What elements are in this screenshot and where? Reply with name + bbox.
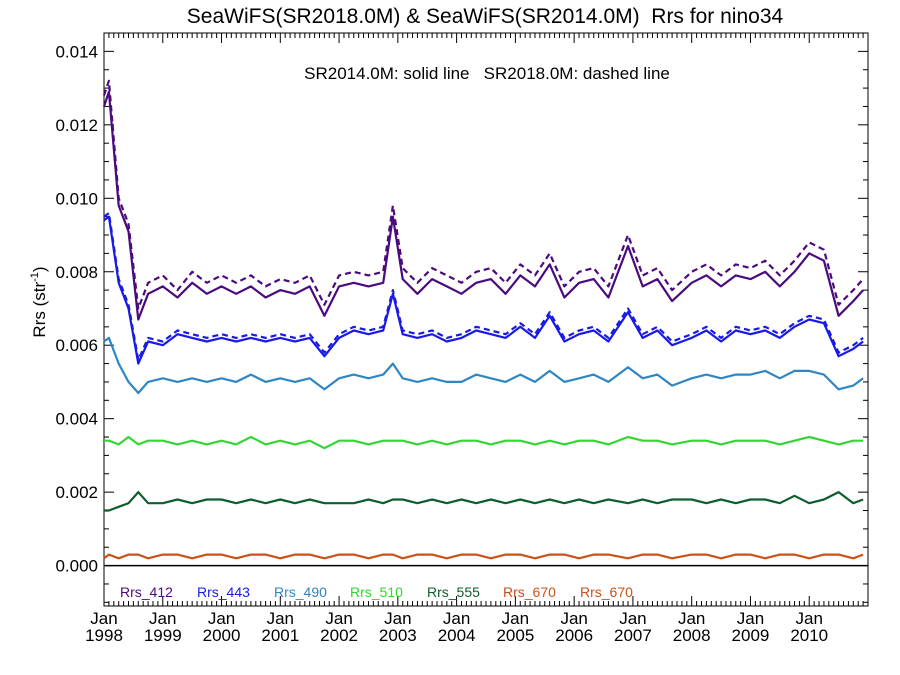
- legend-entry: Rrs_443: [197, 584, 250, 600]
- x-tick-label-month: Jan: [443, 609, 470, 628]
- x-tick-label-month: Jan: [208, 609, 235, 628]
- series-line-rrs-443-sr2014: [103, 215, 864, 365]
- x-tick-label-year: 2002: [320, 626, 358, 645]
- x-tick-label-year: 2007: [614, 626, 652, 645]
- y-axis-label-superscript: -1: [29, 272, 41, 282]
- x-tick-label-year: 1999: [144, 626, 182, 645]
- y-tick-label: 0.006: [55, 336, 98, 355]
- x-tick-label-year: 2004: [438, 626, 476, 645]
- x-tick-label-month: Jan: [325, 609, 352, 628]
- x-tick-label-month: Jan: [149, 609, 176, 628]
- x-tick-label-year: 2009: [732, 626, 770, 645]
- x-tick-label-month: Jan: [737, 609, 764, 628]
- y-axis-label-close: ): [30, 266, 49, 272]
- x-tick-label-year: 2003: [379, 626, 417, 645]
- x-tick-label-year: 2001: [261, 626, 299, 645]
- x-tick-label-year: 2010: [790, 626, 828, 645]
- y-axis-label-text: Rrs (str: [30, 282, 49, 338]
- line-style-note: SR2014.0M: solid line SR2018.0M: dashed …: [304, 64, 670, 83]
- legend-entry: Rrs_490: [274, 584, 327, 600]
- x-tick-label-month: Jan: [560, 609, 587, 628]
- series-line-rrs-670-sr2014: [103, 553, 864, 560]
- x-tick-label-year: 2008: [673, 626, 711, 645]
- x-tick-label-year: 1998: [85, 626, 123, 645]
- legend-entry: Rrs_670: [503, 584, 556, 600]
- x-tick-label-month: Jan: [619, 609, 646, 628]
- x-tick-label-month: Jan: [502, 609, 529, 628]
- legend-entry: Rrs_412: [120, 584, 173, 600]
- legend-entry: Rrs_670: [580, 584, 633, 600]
- x-tick-label-year: 2005: [496, 626, 534, 645]
- y-tick-label: 0.010: [55, 189, 98, 208]
- legend-entry: Rrs_510: [350, 584, 403, 600]
- y-tick-label: 0.002: [55, 483, 98, 502]
- y-tick-label: 0.008: [55, 263, 98, 282]
- chart-title: SeaWiFS(SR2018.0M) & SeaWiFS(SR2014.0M) …: [187, 5, 784, 28]
- y-tick-label: 0.014: [55, 42, 98, 61]
- x-tick-label-month: Jan: [267, 609, 294, 628]
- series-line-rrs-412-sr2014: [102, 90, 864, 321]
- series-line-rrs-510-sr2014: [104, 435, 864, 450]
- plot-area: 0.000 0.002 0.004 0.006 0.008 0.010 0.012 0.014…: [55, 32, 869, 645]
- x-tick-label-year: 2000: [203, 626, 241, 645]
- x-tick-label-month: Jan: [796, 609, 823, 628]
- x-tick-label-month: Jan: [678, 609, 705, 628]
- series-line-rrs-412-sr2018: [102, 79, 864, 310]
- x-tick-label-year: 2006: [555, 626, 593, 645]
- x-tick-label-month: Jan: [384, 609, 411, 628]
- plot-frame: [103, 32, 869, 607]
- series-line-rrs-443-sr2018: [103, 211, 864, 361]
- x-tick-label-month: Jan: [90, 609, 117, 628]
- series-line-rrs-490-sr2014: [103, 336, 864, 395]
- y-axis-label: Rrs (str-1): [29, 266, 49, 337]
- y-tick-label: 0.012: [55, 116, 98, 135]
- y-tick-label: 0.004: [55, 410, 98, 429]
- series-line-rrs-555-sr2014: [104, 491, 864, 512]
- y-tick-label: 0.000: [55, 557, 98, 576]
- legend-entry: Rrs_555: [427, 584, 480, 600]
